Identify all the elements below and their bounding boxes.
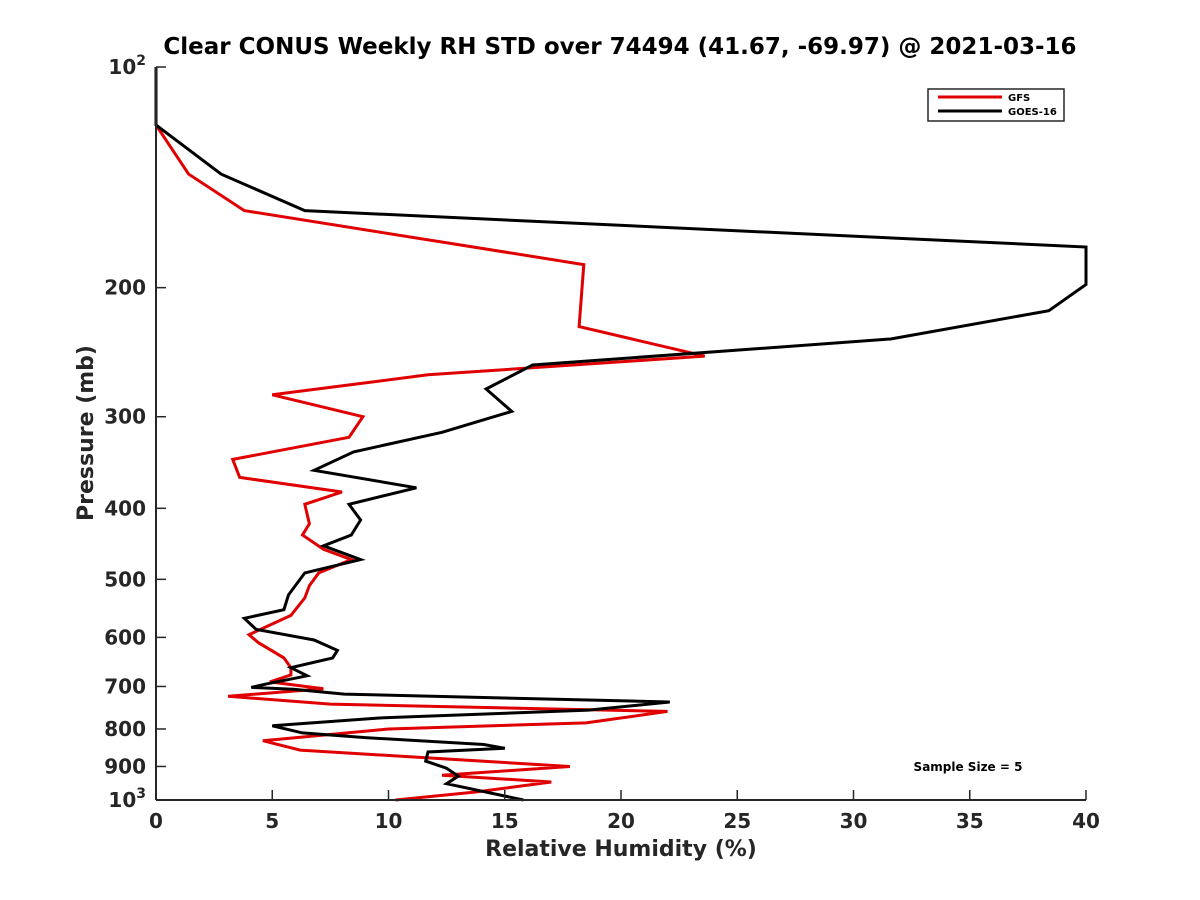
y-tick-label: 700 [104, 674, 146, 698]
x-tick-label: 5 [265, 809, 279, 833]
legend-box [927, 88, 1065, 122]
series-line-gfs [154, 67, 706, 802]
y-axis-label: Pressure (mb) [74, 345, 99, 521]
y-tick-label: 102 [108, 53, 146, 79]
y-ticks: 102 200 300 400 500 600 700 800 900 103 [104, 53, 166, 812]
x-tick-label: 15 [491, 809, 519, 833]
sample-size-annotation: Sample Size = 5 [914, 760, 1023, 774]
x-tick-label: 30 [840, 809, 868, 833]
x-tick-label: 35 [956, 809, 984, 833]
chart-title: Clear CONUS Weekly RH STD over 74494 (41… [163, 34, 1076, 60]
x-tick-label: 20 [607, 809, 635, 833]
legend-label-gfs: GFS [1008, 93, 1030, 104]
x-ticks: 0 5 10 15 20 25 30 35 40 [149, 790, 1100, 833]
x-tick-label: 10 [375, 809, 403, 833]
x-tick-label: 0 [149, 809, 163, 833]
y-tick-label: 500 [104, 567, 146, 591]
y-tick-label: 600 [104, 625, 146, 649]
y-tick-label: 200 [104, 276, 146, 300]
legend-label-goes16: GOES-16 [1008, 107, 1057, 118]
y-tick-label: 800 [104, 717, 146, 741]
series-layer [154, 67, 1088, 802]
x-tick-label: 25 [723, 809, 751, 833]
y-tick-label: 400 [104, 496, 146, 520]
x-tick-label: 40 [1072, 809, 1100, 833]
series-line-goes16 [154, 67, 1088, 802]
y-tick-label: 103 [108, 786, 146, 812]
y-tick-label: 900 [104, 754, 146, 778]
legend: GFS GOES-16 [927, 88, 1065, 122]
x-axis-label: Relative Humidity (%) [485, 837, 757, 862]
y-tick-label: 300 [104, 405, 146, 429]
